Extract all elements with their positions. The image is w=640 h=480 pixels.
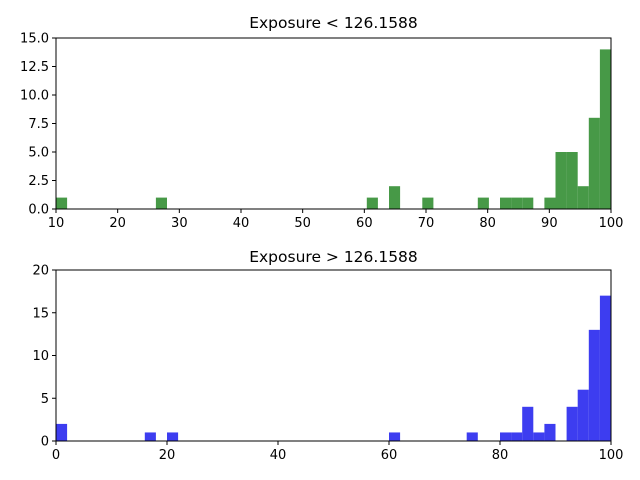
- y-tick-label: 0: [41, 435, 49, 450]
- x-tick-label: 20: [109, 216, 126, 231]
- y-tick-label: 0.0: [28, 203, 49, 218]
- x-tick-label: 40: [233, 216, 250, 231]
- y-tick-label: 10.0: [20, 89, 49, 104]
- histogram-bar: [577, 389, 589, 441]
- histogram-bar: [599, 295, 611, 441]
- histogram-bar: [555, 152, 567, 209]
- histogram-bar: [566, 152, 578, 209]
- histogram-panel-low-exposure: 10 20 30 40 50 60 70 80 90 100 0.0 2.5 5.0 7.5 10.0 12.…: [20, 14, 623, 231]
- y-tick-label: 5.0: [28, 146, 49, 161]
- x-tick-label: 20: [159, 448, 176, 463]
- histogram-bar: [167, 432, 179, 441]
- histogram-bar: [588, 329, 600, 441]
- x-tick-label: 10: [48, 216, 65, 231]
- histogram-bar: [366, 197, 378, 209]
- histogram-bar: [422, 197, 434, 209]
- histogram-bar: [500, 432, 512, 441]
- histogram-bar: [599, 49, 611, 210]
- x-tick-label: 50: [294, 216, 311, 231]
- histogram-panel-high-exposure: 0 20 40 60 80 100 0 5 10 15 20 Exposure > 126.1588: [32, 248, 623, 463]
- y-tick-label: 12.5: [20, 60, 49, 75]
- histogram-bar: [588, 117, 600, 209]
- histogram-bar: [155, 197, 167, 209]
- axes-frame: [55, 37, 612, 210]
- histogram-bar: [56, 197, 68, 209]
- x-tick-label: 90: [541, 216, 558, 231]
- x-tick-label: 100: [599, 448, 624, 463]
- histogram-bar: [522, 406, 534, 441]
- x-tick-label: 80: [492, 448, 509, 463]
- y-tick-label: 7.5: [28, 117, 49, 132]
- x-tick-label: 40: [270, 448, 287, 463]
- histogram-bar: [56, 423, 68, 441]
- histogram-bar: [533, 432, 545, 441]
- histogram-bar: [466, 432, 478, 441]
- y-tick-label: 5: [41, 392, 49, 407]
- x-tick-label: 70: [418, 216, 435, 231]
- chart-title: Exposure < 126.1588: [249, 14, 418, 32]
- x-tick-label: 60: [381, 448, 398, 463]
- histogram-bar: [511, 197, 523, 209]
- histogram-bar: [511, 432, 523, 441]
- x-tick-label: 100: [599, 216, 624, 231]
- histogram-bar: [477, 197, 489, 209]
- histogram-bar: [566, 406, 578, 441]
- x-tick-label: 0: [52, 448, 60, 463]
- y-tick-label: 20: [32, 264, 49, 279]
- histogram-bar: [522, 197, 534, 209]
- x-tick-label: 60: [356, 216, 373, 231]
- histogram-bar: [544, 197, 556, 209]
- y-tick-label: 15.0: [20, 32, 49, 47]
- y-tick-label: 15: [32, 306, 49, 321]
- y-tick-label: 2.5: [28, 174, 49, 189]
- x-tick-label: 30: [171, 216, 188, 231]
- histogram-bar: [389, 432, 401, 441]
- y-tick-label: 10: [32, 349, 49, 364]
- histogram-bar: [500, 197, 512, 209]
- histogram-bar: [544, 423, 556, 441]
- histogram-bar: [144, 432, 156, 441]
- histogram-bar: [389, 186, 401, 209]
- chart-title: Exposure > 126.1588: [249, 248, 418, 266]
- histogram-bar: [577, 186, 589, 209]
- x-tick-label: 80: [479, 216, 496, 231]
